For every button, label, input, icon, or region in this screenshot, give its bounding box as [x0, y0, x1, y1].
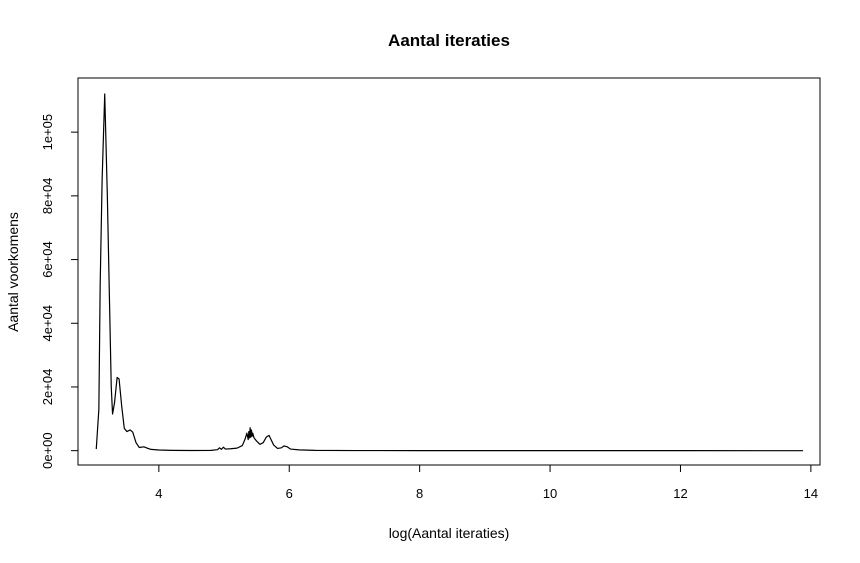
y-tick-label: 6e+04 — [40, 241, 55, 278]
x-tick-label: 14 — [804, 486, 818, 501]
y-tick-label: 0e+00 — [40, 432, 55, 469]
y-tick-label: 1e+05 — [40, 114, 55, 151]
y-tick-label: 4e+04 — [40, 305, 55, 342]
y-axis-label: Aantal voorkomens — [5, 212, 21, 332]
y-axis: 0e+00 2e+04 4e+04 6e+04 8e+04 1e+05 — [40, 114, 79, 469]
y-tick-label: 8e+04 — [40, 178, 55, 215]
x-axis-label: log(Aantal iteraties) — [389, 525, 510, 541]
y-tick-label: 2e+04 — [40, 369, 55, 406]
x-tick-label: 10 — [543, 486, 557, 501]
x-axis: 4 6 8 10 12 14 — [155, 464, 818, 501]
series-layer — [95, 93, 804, 452]
x-tick-label: 4 — [155, 486, 162, 501]
x-tick-label: 8 — [416, 486, 423, 501]
x-tick-label: 12 — [673, 486, 687, 501]
x-tick-label: 6 — [286, 486, 293, 501]
chart-title: Aantal iteraties — [388, 31, 510, 50]
series-line — [95, 93, 804, 452]
